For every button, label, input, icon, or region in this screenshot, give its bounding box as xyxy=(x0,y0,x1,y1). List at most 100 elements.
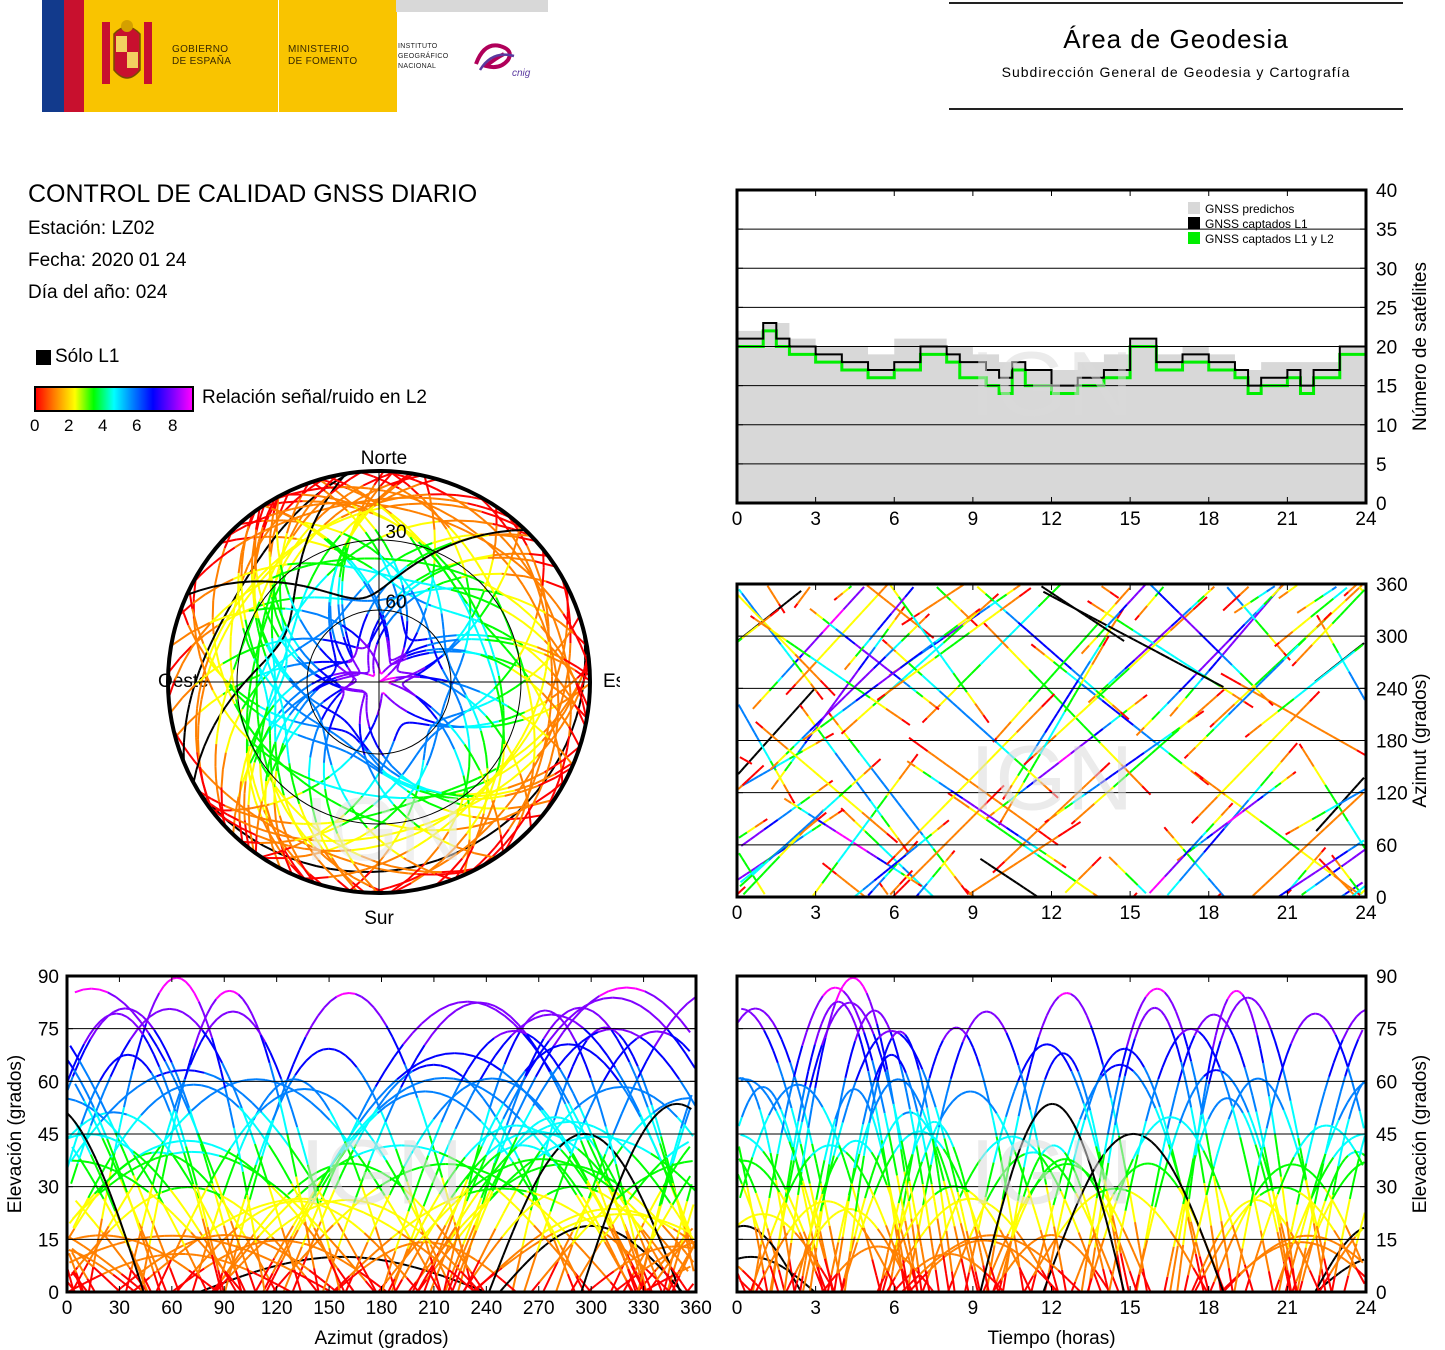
azimuth-track-segment xyxy=(1137,654,1144,661)
skyplot-track-segment xyxy=(457,613,467,618)
azimuth-track-segment xyxy=(956,706,963,712)
skyplot-track-segment xyxy=(259,776,264,792)
skyplot-track-segment xyxy=(521,666,527,677)
azimuth-track-segment xyxy=(871,588,876,593)
skyplot-track-segment xyxy=(403,639,407,648)
azimuth-track-segment xyxy=(867,653,872,658)
skyplot-track-segment xyxy=(216,722,220,734)
skyplot-track-segment xyxy=(275,786,285,798)
azimuth-track-segment xyxy=(1240,623,1246,629)
skyplot-track-segment xyxy=(399,706,408,713)
azimuth-track-segment xyxy=(1338,807,1344,813)
skyplot-track-segment xyxy=(524,814,543,820)
azimuth-track-segment xyxy=(835,635,841,641)
skyplot-track-segment xyxy=(522,799,529,814)
azimuth-track-segment xyxy=(751,727,756,734)
skyplot-track-segment xyxy=(553,671,560,684)
skyplot-track-segment xyxy=(457,661,463,671)
skyplot-track-segment xyxy=(243,806,246,821)
azimuth-track-segment xyxy=(1120,776,1126,781)
azimuth-track-segment xyxy=(1193,712,1199,717)
azimuth-track-segment xyxy=(960,884,966,891)
skyplot-track-segment xyxy=(402,577,412,590)
azimuth-track-segment xyxy=(1305,700,1311,706)
skyplot-track-segment xyxy=(433,529,437,548)
azimuth-track-segment xyxy=(891,604,896,609)
azimuth-track-segment xyxy=(1355,886,1360,892)
skyplot-track-segment xyxy=(319,589,328,594)
azimuth-track-segment xyxy=(738,588,743,594)
azimuth-track-segment xyxy=(1239,804,1246,811)
skyplot-track-segment xyxy=(371,870,385,873)
azimuth-track-segment xyxy=(1030,780,1036,786)
azimuth-track-segment xyxy=(1022,786,1028,792)
skyplot-track-segment xyxy=(573,682,590,697)
azimuth-track-segment xyxy=(1336,603,1343,610)
azimuth-track-segment xyxy=(1174,880,1181,887)
skyplot-track-segment xyxy=(240,551,245,565)
skyplot-track-segment xyxy=(353,677,357,681)
skyplot-track-segment xyxy=(307,757,312,773)
azimuth-track-segment xyxy=(1043,654,1050,660)
skyplot-track-segment xyxy=(437,518,448,524)
azimuth-track-segment xyxy=(966,800,972,805)
azimuth-track-segment xyxy=(934,778,940,784)
skyplot-track-segment xyxy=(323,740,328,752)
azimuth-track-segment xyxy=(1004,749,1011,756)
skyplot-track-segment xyxy=(424,560,432,573)
azimuth-track-segment xyxy=(750,604,755,610)
azimuth-track-segment xyxy=(907,838,913,844)
azimuth-track-segment xyxy=(1070,712,1076,718)
skyplot-track-segment xyxy=(408,786,421,792)
skyplot-track-segment xyxy=(466,766,471,783)
azimuth-track-segment xyxy=(753,866,760,873)
azimuth-track-segment xyxy=(1030,763,1036,769)
azimuth-track-segment xyxy=(1104,635,1110,642)
azimuth-track-segment xyxy=(896,608,901,613)
skyplot-track-segment xyxy=(214,777,219,791)
skyplot-track-segment xyxy=(398,676,405,681)
skyplot-track-segment xyxy=(211,609,225,622)
skyplot-track-segment xyxy=(208,725,215,737)
azimuth-track-segment xyxy=(1078,709,1085,716)
skyplot-track-segment xyxy=(539,598,545,609)
skyplot-track-segment xyxy=(402,596,415,608)
azimuth-track-segment xyxy=(1177,759,1183,765)
azimuth-track-segment xyxy=(1123,763,1129,768)
azimuth-track-segment xyxy=(1083,665,1089,672)
azimuth-track-segment xyxy=(1092,651,1098,657)
skyplot-track-segment xyxy=(388,505,399,510)
azimuth-track-segment xyxy=(1155,740,1161,746)
skyplot-track-segment xyxy=(347,687,354,691)
azimuth-track-segment xyxy=(850,817,856,823)
azimuth-track-segment xyxy=(1017,709,1023,715)
skyplot-track-segment xyxy=(329,605,332,619)
skyplot-track-segment xyxy=(311,587,321,591)
azimuth-track-segment xyxy=(843,810,849,816)
skyplot-track-segment xyxy=(188,695,193,705)
azimuth-track-segment xyxy=(1342,861,1348,867)
azimuth-track-segment xyxy=(1140,649,1146,655)
skyplot-track-segment xyxy=(299,714,310,725)
skyplot-track-segment xyxy=(426,502,441,511)
azimuth-track-segment xyxy=(1136,632,1142,637)
azimuth-track-segment xyxy=(818,615,824,620)
skyplot-track-segment xyxy=(495,659,513,670)
skyplot-track-segment xyxy=(418,865,436,875)
azimuth-track-segment xyxy=(922,770,928,776)
azimuth-track-segment xyxy=(749,835,756,841)
azimuth-track-segment xyxy=(1350,887,1357,893)
azimuth-track-segment xyxy=(1179,724,1185,729)
skyplot-track-segment xyxy=(441,727,450,739)
azimuth-track-segment xyxy=(1278,638,1285,644)
azimuth-track-segment xyxy=(881,638,888,645)
skyplot-track-segment xyxy=(323,562,334,566)
skyplot-track-segment xyxy=(372,631,377,638)
azimuth-track-segment xyxy=(1133,659,1140,665)
azimuth-track-segment xyxy=(938,781,944,786)
skyplot-track-segment xyxy=(315,685,322,692)
azimuth-track-segment xyxy=(1310,884,1316,890)
azimuth-track-segment xyxy=(807,679,812,685)
skyplot-track-segment xyxy=(396,773,404,783)
